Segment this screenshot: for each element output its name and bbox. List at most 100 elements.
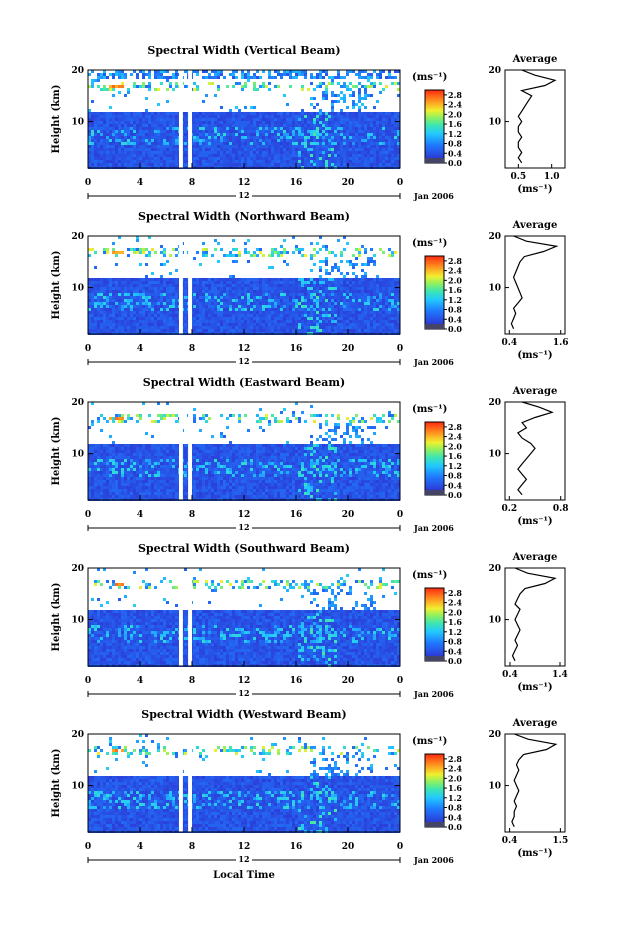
average-x-tick-label: 1.6 (553, 338, 569, 348)
average-profile-line (511, 567, 557, 662)
day-marker: 12 (238, 688, 249, 698)
colorbar-tick-label: 0.8 (448, 471, 462, 481)
colorbar-tick-label: 2.8 (448, 90, 462, 100)
colorbar-tick-label: 0.0 (448, 158, 462, 168)
x-tick-label: 12 (238, 676, 251, 686)
average-y-tick-label: 20 (488, 730, 501, 740)
data-gap (179, 236, 183, 334)
x-tick-label: 0 (85, 344, 91, 354)
x-tick-label: 12 (238, 178, 251, 188)
y-axis-label: Height (km) (51, 251, 62, 320)
average-unit: (ms⁻¹) (517, 848, 552, 859)
average-y-tick-label: 20 (488, 232, 501, 242)
average-frame (504, 567, 566, 667)
average-profile-line (510, 235, 559, 330)
average-x-tick-label: 0.8 (553, 504, 569, 514)
heatmap-cells (88, 734, 400, 833)
x-tick-label: 0 (397, 842, 403, 852)
x-tick-label: 0 (85, 676, 91, 686)
data-gap (179, 70, 183, 168)
x-tick-label: 0 (85, 178, 91, 188)
x-tick-label: 0 (397, 510, 403, 520)
colorbar-tick-label: 2.4 (448, 266, 462, 276)
panel-3: Spectral Width (Eastward Beam) 20 10 Height… (51, 376, 569, 533)
heatmap-cells (88, 236, 400, 335)
colorbar (424, 753, 445, 828)
colorbar-tick-label: 1.6 (448, 617, 462, 627)
average-y-tick-label: 10 (488, 782, 501, 792)
x-tick-label: 4 (137, 676, 143, 686)
x-tick-label: 0 (397, 676, 403, 686)
x-tick-label: 4 (137, 178, 143, 188)
colorbar-unit: (ms⁻¹) (412, 404, 447, 415)
y-tick-label: 10 (71, 782, 84, 792)
average-frame (504, 69, 566, 169)
colorbar-tick-label: 0.4 (448, 480, 462, 490)
colorbar-unit: (ms⁻¹) (412, 570, 447, 581)
colorbar-tick-label: 1.2 (448, 627, 462, 637)
x-tick-label: 8 (189, 676, 195, 686)
average-y-tick-label: 20 (488, 398, 501, 408)
average-x-tick-label: 0.4 (502, 836, 518, 846)
date-label: Jan 2006 (413, 523, 454, 533)
average-title: Average (512, 552, 558, 563)
average-y-tick-label: 10 (488, 450, 501, 460)
colorbar-tick-label: 2.0 (448, 109, 462, 119)
colorbar-tick-label: 1.6 (448, 285, 462, 295)
y-tick-label: 20 (71, 730, 84, 740)
colorbar-tick-label: 1.6 (448, 119, 462, 129)
colorbar (424, 421, 445, 496)
panel-4: Spectral Width (Southward Beam) 20 10 Heigh… (51, 542, 568, 699)
x-tick-label: 0 (85, 510, 91, 520)
colorbar-tick-label: 2.0 (448, 441, 462, 451)
colorbar-tick-label: 1.6 (448, 451, 462, 461)
data-gap (188, 568, 192, 666)
colorbar-tick-label: 2.4 (448, 432, 462, 442)
x-tick-label: 12 (238, 510, 251, 520)
colorbar-tick-label: 0.4 (448, 646, 462, 656)
x-tick-label: 20 (342, 178, 355, 188)
colorbar-tick-label: 0.0 (448, 656, 462, 666)
x-tick-label: 16 (290, 676, 303, 686)
y-axis-label: Height (km) (51, 85, 62, 154)
date-label: Jan 2006 (413, 855, 454, 865)
colorbar-tick-label: 0.0 (448, 324, 462, 334)
day-marker: 12 (238, 522, 249, 532)
colorbar-tick-label: 2.0 (448, 773, 462, 783)
y-tick-label: 10 (71, 284, 84, 294)
average-x-tick-label: 0.2 (501, 504, 517, 514)
x-tick-label: 16 (290, 178, 303, 188)
x-tick-label: 20 (342, 344, 355, 354)
average-profile-line (516, 401, 554, 496)
data-gap (188, 734, 192, 832)
average-y-tick-label: 10 (488, 118, 501, 128)
x-tick-label: 12 (238, 344, 251, 354)
x-axis-label: Local Time (213, 870, 275, 881)
colorbar (424, 255, 445, 330)
average-y-tick-label: 20 (488, 66, 501, 76)
data-gap (188, 236, 192, 334)
colorbar-tick-label: 1.6 (448, 783, 462, 793)
panel-title: Spectral Width (Northward Beam) (138, 210, 350, 223)
data-gap (188, 70, 192, 168)
colorbar-tick-label: 2.4 (448, 100, 462, 110)
x-tick-label: 0 (397, 344, 403, 354)
average-x-tick-label: 0.4 (502, 670, 518, 680)
colorbar-unit: (ms⁻¹) (412, 736, 447, 747)
x-tick-label: 4 (137, 344, 143, 354)
average-x-tick-label: 1.4 (552, 670, 568, 680)
average-profile-line (511, 733, 558, 828)
average-x-tick-label: 1.0 (544, 172, 560, 182)
y-axis-label: Height (km) (51, 749, 62, 818)
panel-title: Spectral Width (Westward Beam) (141, 708, 346, 721)
y-tick-label: 10 (71, 616, 84, 626)
date-label: Jan 2006 (413, 689, 454, 699)
colorbar-tick-label: 2.4 (448, 764, 462, 774)
x-tick-label: 8 (189, 344, 195, 354)
average-unit: (ms⁻¹) (517, 350, 552, 361)
panel-title: Spectral Width (Eastward Beam) (143, 376, 345, 389)
average-title: Average (512, 220, 558, 231)
heatmap-cells (88, 402, 400, 501)
y-tick-label: 20 (71, 66, 84, 76)
